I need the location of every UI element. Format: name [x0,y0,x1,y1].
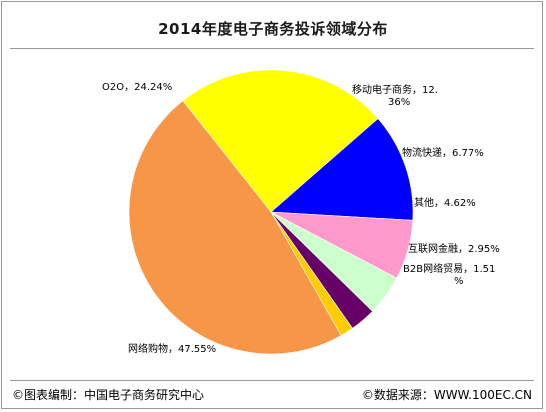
footer-compiler: ©图表编制：中国电子商务研究中心 [12,388,205,402]
pie-slice [128,100,342,355]
chart-title: 2014年度电子商务投诉领域分布 [158,20,388,38]
footer-source: ©数据来源：WWW.100EC.CN [361,388,532,402]
slice-label: 其他，4.62% [414,196,476,209]
footer-divider [10,380,534,381]
slice-label: B2B网络贸易，1.51% [403,262,495,287]
pie-slice [182,69,379,213]
pie-slice [270,118,414,221]
slice-label: O2O，24.24% [102,82,172,93]
slice-label: 物流快递，6.77% [402,146,484,159]
slice-label: 互联网金融，2.95% [408,242,500,255]
slice-label: 网络购物，47.55% [128,342,216,355]
title-divider [10,48,534,49]
slice-label: 移动电子商务，12. 36% [352,83,438,108]
